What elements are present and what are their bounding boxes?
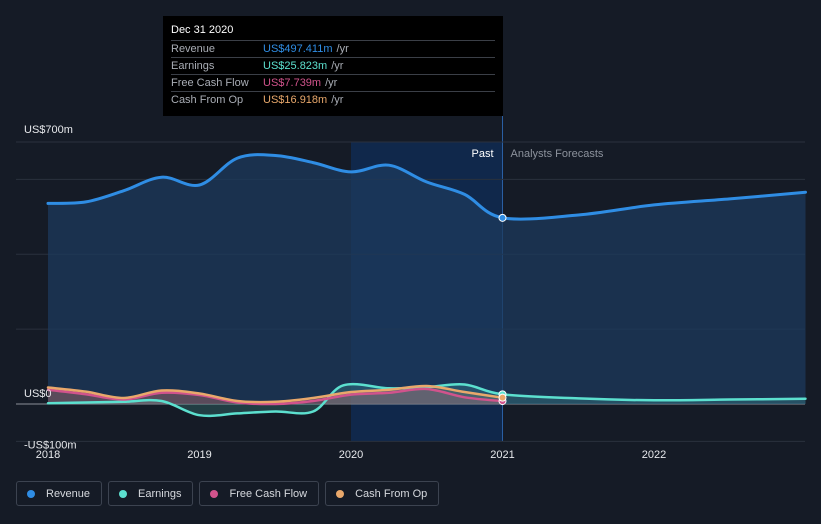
legend-label: Free Cash Flow — [229, 487, 308, 500]
legend-item-cash-from-op[interactable]: Cash From Op — [325, 481, 440, 506]
tooltip-label: Cash From Op — [171, 94, 244, 106]
tooltip-value: US$16.918m — [263, 94, 328, 106]
tooltip-row-cash-from-op: Cash From Op US$16.918m /yr — [171, 91, 495, 108]
tooltip-label: Free Cash Flow — [171, 77, 249, 89]
legend-item-earnings[interactable]: Earnings — [108, 481, 194, 506]
tooltip-unit: /yr — [336, 43, 349, 55]
legend-label: Earnings — [138, 487, 182, 500]
past-label: Past — [471, 148, 493, 160]
legend-item-revenue[interactable]: Revenue — [16, 481, 103, 506]
tooltip-unit: /yr — [331, 94, 344, 106]
cash-from-op-dot-icon — [336, 489, 345, 498]
free-cash-flow-line — [46, 387, 504, 406]
y-tick-label: US$0 — [24, 388, 52, 400]
earnings-area — [48, 384, 806, 416]
x-tick-label: 2021 — [490, 449, 514, 461]
earnings-line — [46, 382, 807, 418]
tooltip-label: Revenue — [171, 43, 216, 55]
tooltip-row-free-cash-flow: Free Cash Flow US$7.739m /yr — [171, 74, 495, 91]
tooltip-row-earnings: Earnings US$25.823m /yr — [171, 57, 495, 74]
cash-from-op-line — [46, 384, 504, 404]
legend-label: Cash From Op — [355, 487, 428, 500]
x-tick-label: 2019 — [187, 449, 211, 461]
tooltip-value: US$25.823m — [263, 60, 328, 72]
tooltip-date: Dec 31 2020 — [171, 24, 234, 36]
legend: Revenue Earnings Free Cash Flow Cash Fro… — [16, 481, 440, 506]
tooltip-value: US$7.739m — [263, 77, 322, 89]
tooltip: Dec 31 2020 Revenue US$497.411m /yr Earn… — [163, 16, 503, 116]
legend-item-free-cash-flow[interactable]: Free Cash Flow — [199, 481, 320, 506]
revenue-line — [46, 153, 807, 221]
forecast-label: Analysts Forecasts — [511, 148, 604, 160]
earnings-dot-icon — [119, 489, 128, 498]
tooltip-row-revenue: Revenue US$497.411m /yr — [171, 40, 495, 57]
x-tick-label: 2020 — [339, 449, 363, 461]
revenue-area — [48, 154, 806, 404]
revenue-dot-icon — [27, 489, 35, 498]
cash-from-op-point — [498, 393, 507, 402]
x-tick-label: 2018 — [36, 449, 60, 461]
tooltip-unit: /yr — [325, 77, 338, 89]
tooltip-value: US$497.411m — [263, 43, 333, 55]
tooltip-unit: /yr — [331, 60, 344, 72]
legend-label: Revenue — [46, 487, 91, 500]
tooltip-label: Earnings — [171, 60, 215, 72]
y-tick-label: US$700m — [24, 124, 73, 136]
y-tick-label: -US$100m — [24, 439, 77, 451]
x-tick-label: 2022 — [642, 449, 666, 461]
revenue-point — [498, 213, 507, 222]
free-cash-flow-dot-icon — [210, 489, 219, 498]
